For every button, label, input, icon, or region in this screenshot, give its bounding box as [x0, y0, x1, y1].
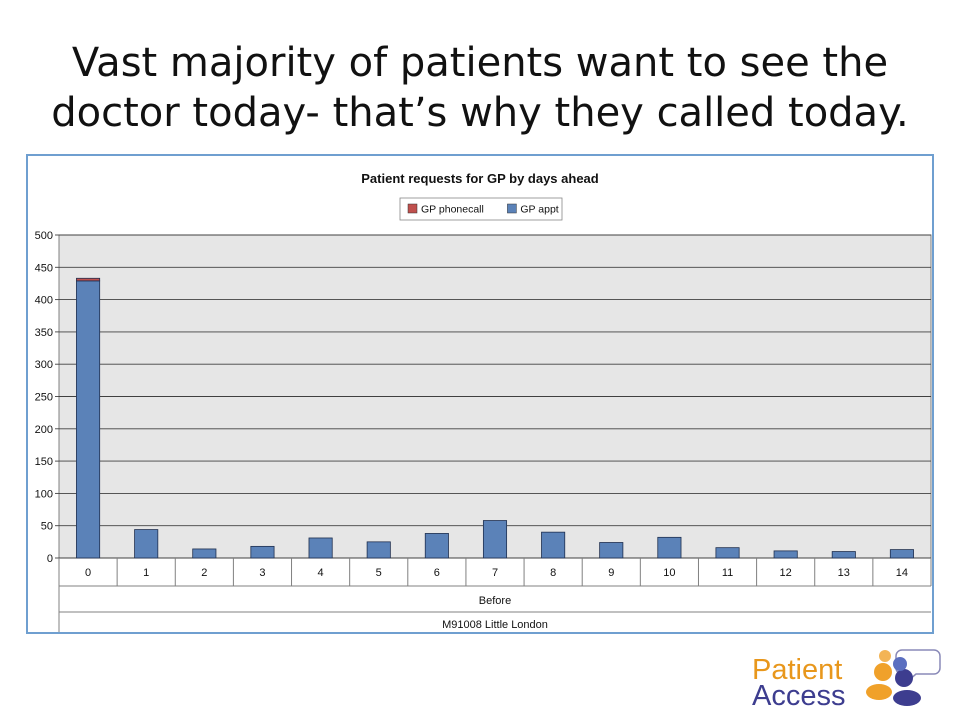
- legend-swatch: [507, 204, 516, 213]
- x-tick-label: 9: [608, 567, 614, 579]
- x-tick-label: 5: [376, 567, 382, 579]
- slide-title: Vast majority of patients want to see th…: [40, 38, 920, 138]
- bar-gp-appt: [483, 521, 506, 558]
- patient-access-logo: Patient Access: [752, 644, 952, 714]
- x-group-label: Before: [479, 595, 511, 607]
- bar-gp-appt: [716, 548, 739, 558]
- y-tick-label: 50: [41, 521, 53, 533]
- x-tick-label: 1: [143, 567, 149, 579]
- people-chat-icon: [752, 644, 952, 714]
- bar-gp-appt: [774, 551, 797, 558]
- y-tick-label: 300: [35, 359, 53, 371]
- bar-gp-appt: [193, 549, 216, 558]
- bar-gp-appt: [658, 537, 681, 558]
- y-tick-label: 500: [35, 230, 53, 242]
- x-tick-label: 6: [434, 567, 440, 579]
- legend-label: GP phonecall: [421, 204, 484, 216]
- x-tick-label: 12: [780, 567, 792, 579]
- bar-gp-appt: [890, 550, 913, 558]
- chart-title: Patient requests for GP by days ahead: [361, 171, 599, 186]
- x-tick-label: 10: [663, 567, 675, 579]
- bar-gp-appt: [309, 538, 332, 558]
- x-tick-label: 8: [550, 567, 556, 579]
- bar-chart: Patient requests for GP by days ahead GP …: [28, 156, 932, 632]
- y-tick-label: 350: [35, 327, 53, 339]
- x-tick-label: 7: [492, 567, 498, 579]
- y-tick-label: 200: [35, 424, 53, 436]
- y-tick-label: 400: [35, 295, 53, 307]
- y-tick-label: 450: [35, 262, 53, 274]
- legend-swatch: [408, 204, 417, 213]
- y-tick-label: 0: [47, 553, 53, 565]
- x-tick-label: 3: [259, 567, 265, 579]
- x-tick-label: 0: [85, 567, 91, 579]
- x-outer-label: M91008 Little London: [442, 619, 548, 631]
- bar-gp-appt: [425, 533, 448, 558]
- x-tick-label: 11: [722, 567, 733, 579]
- y-tick-label: 100: [35, 488, 53, 500]
- x-tick-label: 4: [318, 567, 324, 579]
- bar-gp-appt: [135, 530, 158, 558]
- bar-gp-appt: [542, 532, 565, 558]
- bar-gp-phonecall: [76, 278, 99, 281]
- y-tick-label: 250: [35, 392, 53, 404]
- x-tick-label: 13: [838, 567, 850, 579]
- x-tick-label: 2: [201, 567, 207, 579]
- chart-frame: Patient requests for GP by days ahead GP …: [26, 154, 934, 634]
- x-tick-label: 14: [896, 567, 908, 579]
- bar-gp-appt: [600, 542, 623, 558]
- bar-gp-appt: [76, 281, 99, 558]
- y-tick-label: 150: [35, 456, 53, 468]
- bar-gp-appt: [832, 552, 855, 558]
- bar-gp-appt: [367, 542, 390, 558]
- legend-label: GP appt: [520, 204, 558, 216]
- bar-gp-appt: [251, 546, 274, 558]
